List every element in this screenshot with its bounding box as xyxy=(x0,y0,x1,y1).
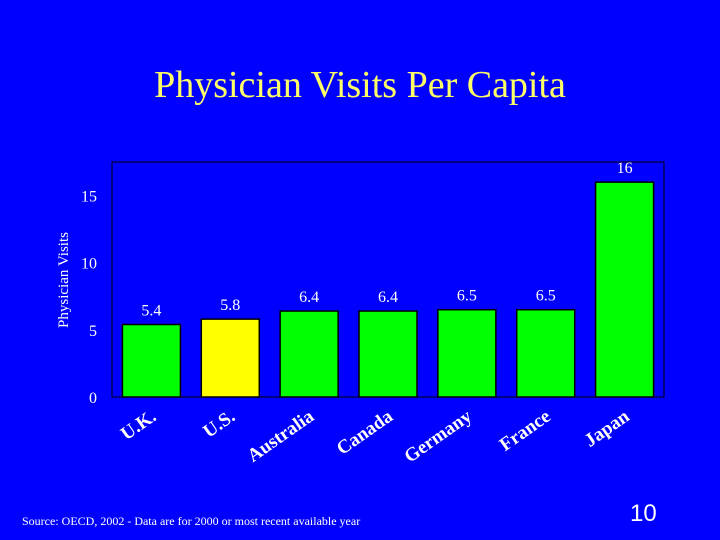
bar xyxy=(437,308,497,398)
x-category-label: Germany xyxy=(401,406,477,468)
y-tick-label: 5 xyxy=(89,323,97,340)
y-tick-label: 15 xyxy=(81,189,97,206)
bar xyxy=(358,310,418,398)
slide-number: 10 xyxy=(630,500,657,527)
x-category-label: Japan xyxy=(581,406,634,452)
bar xyxy=(594,181,655,398)
x-category-label: U.S. xyxy=(199,406,239,443)
bar-value-label: 6.5 xyxy=(457,288,477,305)
slide-title: Physician Visits Per Capita xyxy=(154,64,566,106)
bar-value-label: 6.5 xyxy=(536,288,556,305)
x-category-label: Canada xyxy=(333,406,397,460)
y-tick-label: 10 xyxy=(81,256,97,273)
bar-value-label: 5.8 xyxy=(220,297,240,314)
bar xyxy=(515,308,576,398)
source-note: Source: OECD, 2002 - Data are for 2000 o… xyxy=(22,514,361,528)
bar-value-label: 6.4 xyxy=(299,289,319,306)
bar xyxy=(200,318,261,398)
x-category-label: U.K. xyxy=(117,406,160,445)
bar xyxy=(279,310,339,398)
bar-value-label: 5.4 xyxy=(141,302,161,319)
bar xyxy=(121,323,182,398)
y-tick-label: 0 xyxy=(89,390,97,407)
y-axis-label: Physician Visits xyxy=(56,232,72,328)
x-category-label: France xyxy=(496,406,555,456)
bar-value-label: 6.4 xyxy=(378,289,398,306)
x-category-label: Australia xyxy=(244,406,319,467)
bar-value-label: 16 xyxy=(617,160,633,177)
